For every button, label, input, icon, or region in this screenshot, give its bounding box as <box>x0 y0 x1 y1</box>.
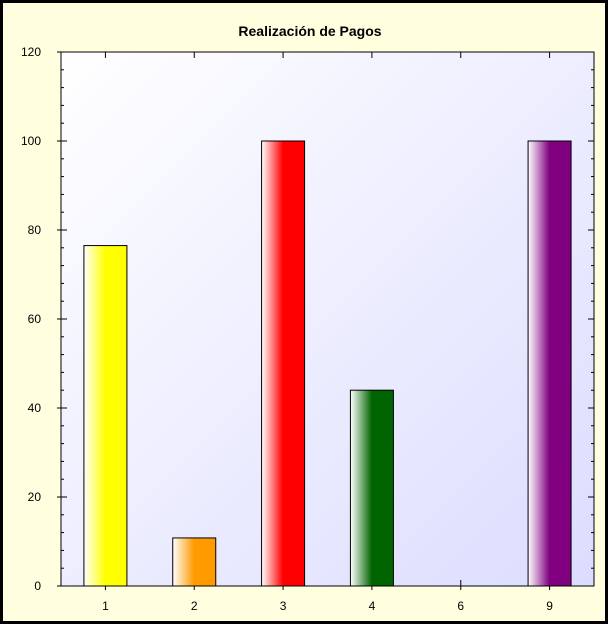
y-tick-label: 60 <box>28 312 42 326</box>
y-tick-label: 100 <box>21 134 41 148</box>
bar-2 <box>172 537 217 587</box>
y-tick-label: 40 <box>28 401 42 415</box>
y-tick-label: 20 <box>28 490 42 504</box>
bar-9 <box>527 140 572 587</box>
bar-1 <box>83 245 128 587</box>
y-tick-label: 80 <box>28 223 42 237</box>
chart-title: Realización de Pagos <box>238 23 381 39</box>
x-tick-label: 3 <box>280 599 287 613</box>
bar-3 <box>261 140 306 587</box>
y-axis: 0 20 40 60 80 100 120 <box>21 45 594 593</box>
x-tick-label: 4 <box>369 599 376 613</box>
y-tick-label: 120 <box>21 45 41 59</box>
plot-area <box>60 51 595 587</box>
bar-4 <box>349 389 394 587</box>
x-tick-label: 2 <box>191 599 198 613</box>
x-tick-label: 1 <box>102 599 109 613</box>
y-tick-label: 0 <box>34 579 41 593</box>
x-tick-label: 9 <box>546 599 553 613</box>
x-tick-label: 6 <box>457 599 464 613</box>
bars <box>83 140 572 587</box>
